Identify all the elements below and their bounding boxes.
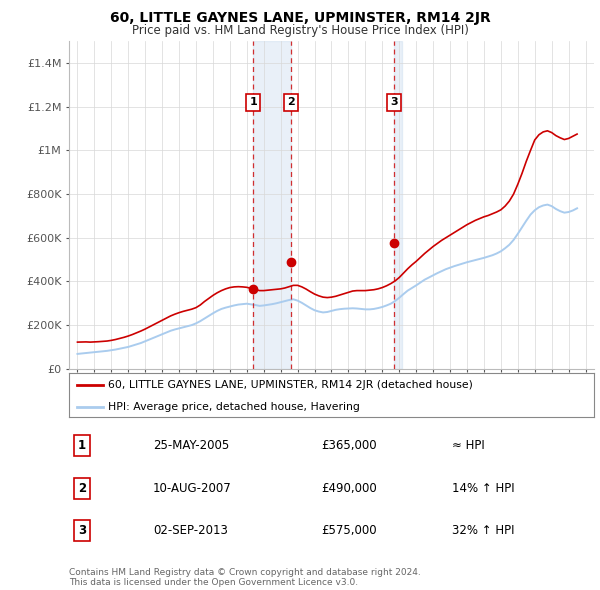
Text: 2: 2 — [78, 481, 86, 495]
Text: 25-MAY-2005: 25-MAY-2005 — [153, 439, 229, 453]
Text: 10-AUG-2007: 10-AUG-2007 — [153, 481, 232, 495]
Text: ≈ HPI: ≈ HPI — [452, 439, 485, 453]
Text: 3: 3 — [390, 97, 397, 107]
Text: 3: 3 — [78, 524, 86, 537]
Text: £365,000: £365,000 — [321, 439, 377, 453]
Text: 1: 1 — [250, 97, 257, 107]
Text: Price paid vs. HM Land Registry's House Price Index (HPI): Price paid vs. HM Land Registry's House … — [131, 24, 469, 37]
Text: HPI: Average price, detached house, Havering: HPI: Average price, detached house, Have… — [109, 402, 360, 412]
Text: £575,000: £575,000 — [321, 524, 377, 537]
Text: 14% ↑ HPI: 14% ↑ HPI — [452, 481, 515, 495]
Text: 32% ↑ HPI: 32% ↑ HPI — [452, 524, 515, 537]
Text: 02-SEP-2013: 02-SEP-2013 — [153, 524, 228, 537]
Text: £490,000: £490,000 — [321, 481, 377, 495]
Bar — [253, 41, 291, 369]
Text: 60, LITTLE GAYNES LANE, UPMINSTER, RM14 2JR (detached house): 60, LITTLE GAYNES LANE, UPMINSTER, RM14 … — [109, 381, 473, 390]
Bar — [394, 41, 402, 369]
Text: Contains HM Land Registry data © Crown copyright and database right 2024.
This d: Contains HM Land Registry data © Crown c… — [69, 568, 421, 587]
Text: 60, LITTLE GAYNES LANE, UPMINSTER, RM14 2JR: 60, LITTLE GAYNES LANE, UPMINSTER, RM14 … — [110, 11, 490, 25]
Text: 1: 1 — [78, 439, 86, 453]
Text: 2: 2 — [287, 97, 295, 107]
